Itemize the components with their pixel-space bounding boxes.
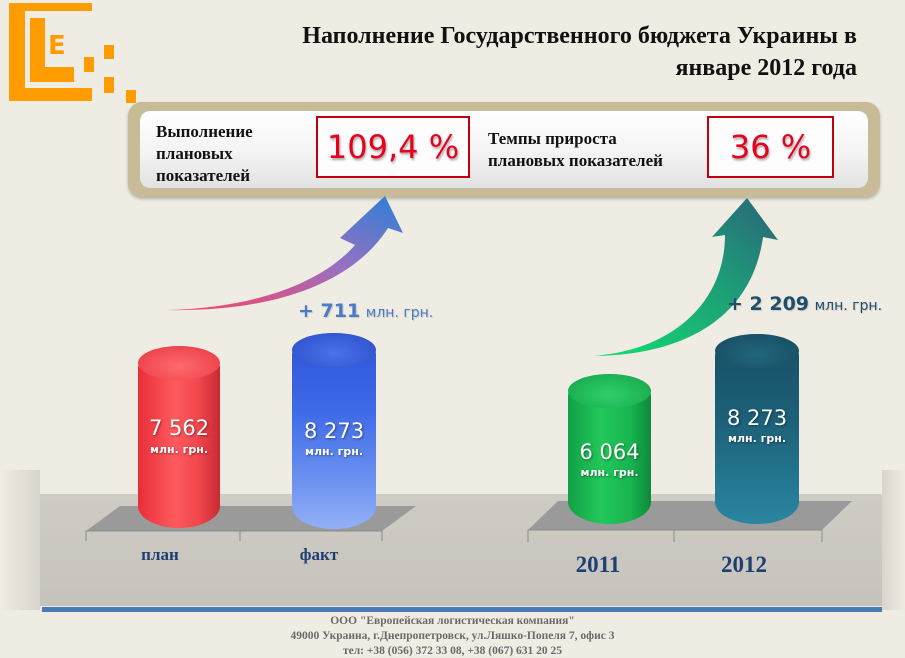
growth-arrow-right-icon bbox=[593, 198, 778, 356]
completion-value-box: 109,4 % bbox=[316, 116, 470, 178]
page-title: Наполнение Государственного бюджета Укра… bbox=[302, 20, 857, 84]
bar-2012: 8 273 млн. грн. bbox=[715, 334, 799, 524]
footer: ООО "Европейская логистическая компания"… bbox=[0, 614, 905, 658]
footer-company: ООО "Европейская логистическая компания" bbox=[330, 615, 575, 627]
bar-plan: 7 562 млн. грн. bbox=[138, 346, 220, 528]
footer-address: 49000 Украина, г.Днепропетровск, ул.Ляшк… bbox=[290, 630, 615, 642]
category-label-2011: 2011 bbox=[575, 552, 621, 577]
growth-value-box: 36 % bbox=[707, 116, 834, 178]
left-delta-label: + 711 млн. грн. bbox=[298, 300, 434, 322]
category-label-plan: план bbox=[141, 545, 179, 564]
right-delta-label: + 2 209 млн. грн. bbox=[727, 293, 883, 315]
indicator-panel: Выполнение плановых показателей 109,4 % … bbox=[128, 102, 880, 197]
footer-divider bbox=[42, 607, 882, 612]
company-logo: E bbox=[0, 0, 145, 105]
title-line-2: январе 2012 года bbox=[675, 55, 857, 81]
indicator-label-growth: Темпы прироста плановых показателей bbox=[488, 129, 663, 170]
indicator-label-completion: Выполнение плановых показателей bbox=[156, 122, 253, 185]
category-label-fact: факт bbox=[299, 545, 339, 564]
footer-phones: тел: +38 (056) 372 33 08, +38 (067) 631 … bbox=[342, 645, 563, 657]
title-line-1: Наполнение Государственного бюджета Укра… bbox=[302, 23, 857, 49]
category-label-2012: 2012 bbox=[721, 552, 767, 577]
bar-fact: 8 273 млн. грн. bbox=[292, 333, 376, 529]
bar-2011: 6 064 млн. грн. bbox=[568, 374, 651, 524]
growth-arrow-left-icon bbox=[168, 196, 403, 311]
